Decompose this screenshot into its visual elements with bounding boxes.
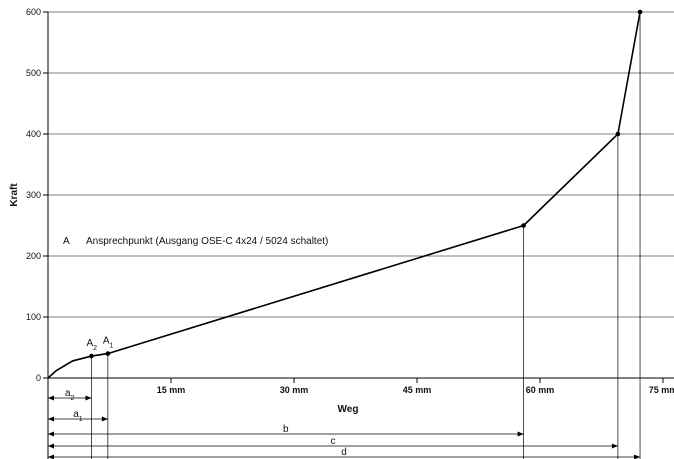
annotation-text: Ansprechpunkt (Ausgang OSE-C 4x24 / 5024… [86, 236, 328, 247]
point-label: A1 [103, 336, 114, 350]
y-tick-label: 0 [36, 373, 41, 383]
point-label: A2 [86, 338, 97, 352]
data-point [105, 351, 111, 356]
dimension-label: b [283, 424, 289, 435]
data-point [615, 131, 621, 137]
dimension-arrow [101, 416, 108, 422]
dimension-label: d [341, 447, 347, 458]
y-tick-label: 200 [26, 251, 41, 261]
annotation-key: A [63, 236, 70, 247]
x-tick-label: 75 mm [649, 385, 674, 395]
data-point [637, 9, 643, 15]
dimension-arrow [48, 454, 54, 459]
x-tick-label: 15 mm [157, 385, 186, 395]
dimension-arrow [517, 431, 524, 437]
x-tick-label: 60 mm [526, 385, 555, 395]
dimension-arrow [611, 443, 618, 449]
y-tick-label: 300 [26, 190, 41, 200]
dimension-arrow [48, 431, 54, 437]
dimension-arrow [48, 416, 54, 422]
series-line [47, 11, 641, 379]
y-tick-label: 600 [26, 7, 41, 17]
y-tick-label: 500 [26, 68, 41, 78]
series-layer [47, 9, 643, 379]
data-point [521, 223, 526, 228]
y-tick-label: 400 [26, 129, 41, 139]
y-tick-label: 100 [26, 312, 41, 322]
y-axis-title: Kraft [9, 183, 20, 207]
dimension-label-subscript: 2 [71, 395, 75, 402]
dimension-arrow [48, 395, 54, 401]
x-tick-label: 30 mm [280, 385, 309, 395]
point-label-subscript: 2 [93, 345, 97, 352]
grid-lines [48, 11, 674, 318]
point-labels: A2 A1 [86, 336, 113, 352]
dimension-label: a1 [73, 409, 83, 423]
x-tick-labels: 15 mm 30 mm 45 mm 60 mm 75 mm [157, 378, 674, 395]
x-tick-label: 45 mm [403, 385, 432, 395]
data-point [89, 353, 94, 359]
axes [47, 12, 674, 459]
dimension-lines: a2 a1 b cd [48, 12, 641, 459]
dimension-label: c [330, 436, 335, 447]
dimension-arrow [48, 443, 54, 449]
y-tick-labels: 0 100 200 300 400 500 600 [26, 7, 48, 383]
dimension-label-subscript: 1 [79, 416, 83, 423]
dimension-arrow [634, 454, 641, 459]
x-axis-title: Weg [338, 404, 359, 415]
point-label-subscript: 1 [110, 342, 114, 349]
dimension-arrow [85, 395, 92, 401]
dimension-label: a2 [65, 388, 75, 402]
